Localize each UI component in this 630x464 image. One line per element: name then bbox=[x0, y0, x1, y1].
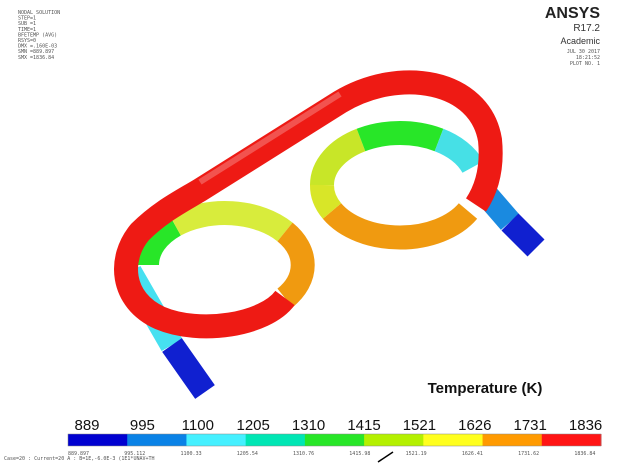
legend-major-label: 1100 bbox=[182, 417, 214, 434]
legend-minor-label: 1310.76 bbox=[293, 451, 314, 457]
license: Academic bbox=[560, 36, 600, 46]
legend-swatch bbox=[364, 434, 424, 446]
legend-title: Temperature (K) bbox=[428, 380, 543, 397]
legend-major-label: 1205 bbox=[237, 417, 270, 434]
release: R17.2 bbox=[573, 23, 600, 34]
legend-minor-label: 1415.98 bbox=[349, 451, 370, 457]
legend-swatch bbox=[423, 434, 483, 446]
legend-minor-label: 1626.41 bbox=[462, 451, 483, 457]
legend-major-label: 1731 bbox=[514, 417, 547, 434]
legend-major-label: 889 bbox=[74, 417, 99, 434]
page: NODAL SOLUTIONSTEP=1SUB =1TIME=1BFETEMP … bbox=[0, 0, 630, 464]
legend-swatch bbox=[186, 434, 246, 446]
tube-segment bbox=[361, 133, 439, 140]
legend-minor-label: 1836.84 bbox=[574, 451, 595, 457]
tube-segment bbox=[322, 185, 332, 211]
legend-swatch bbox=[127, 434, 187, 446]
legend-minor-label: 1731.62 bbox=[518, 451, 539, 457]
legend-swatch bbox=[305, 434, 365, 446]
info-line: SMX =1836.84 bbox=[18, 55, 54, 61]
legend-major-label: 1310 bbox=[292, 417, 325, 434]
plot-number: PLOT NO. 1 bbox=[570, 61, 600, 67]
legend-swatch bbox=[483, 434, 543, 446]
legend-minor-label: 1205.54 bbox=[237, 451, 258, 457]
legend-major-label: 1521 bbox=[403, 417, 436, 434]
legend-swatch bbox=[542, 434, 602, 446]
brand: ANSYS bbox=[545, 5, 600, 22]
legend-minor-label: 1100.33 bbox=[181, 451, 202, 457]
footer-caption: Case=20 : Current=20 A : B=1E,-6.0E-3 (1… bbox=[4, 456, 155, 462]
legend-major-label: 995 bbox=[130, 417, 155, 434]
legend-major-label: 1415 bbox=[347, 417, 380, 434]
legend-swatch bbox=[246, 434, 306, 446]
legend-swatch bbox=[68, 434, 128, 446]
legend-minor-label: 1521.19 bbox=[406, 451, 427, 457]
legend-major-label: 1836 bbox=[569, 417, 602, 434]
legend-major-label: 1626 bbox=[458, 417, 491, 434]
